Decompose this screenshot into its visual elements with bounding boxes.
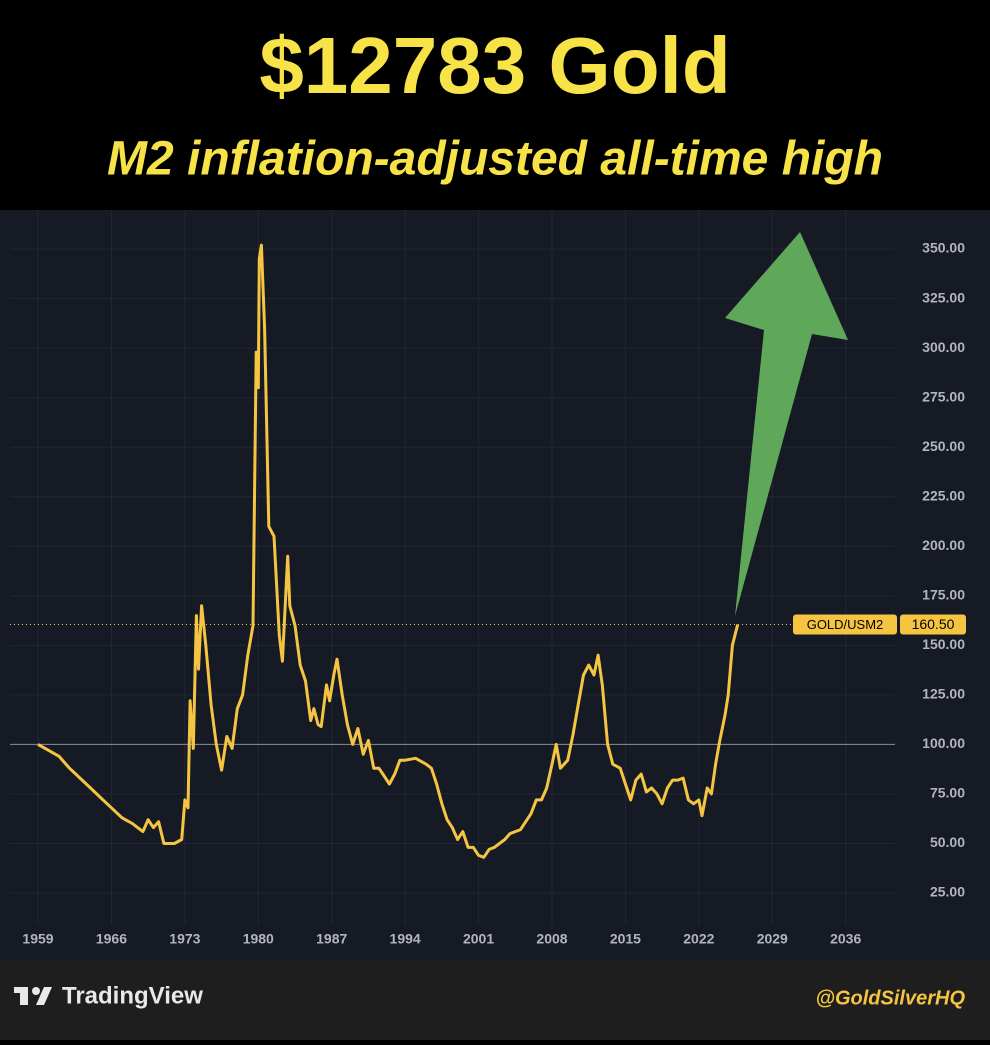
y-tick-label: 325.00 [922, 289, 965, 305]
y-tick-label: 200.00 [922, 537, 965, 553]
y-tick-label: 75.00 [930, 785, 965, 801]
series-tag: GOLD/USM2 [807, 617, 884, 632]
x-tick-label: 2036 [830, 931, 861, 947]
y-tick-label: 250.00 [922, 438, 965, 454]
y-tick-label: 150.00 [922, 636, 965, 652]
chart-subtitle: M2 inflation-adjusted all-time high [107, 133, 883, 186]
footer-bg [0, 960, 990, 1040]
series-tag-bg [793, 614, 897, 635]
x-tick-label: 2022 [683, 931, 714, 947]
plot: GOLD/USM2 160.50 [10, 243, 966, 859]
logo-dot [32, 987, 40, 995]
header-bg [0, 0, 990, 210]
grid: 25.00 50.00 75.00 100.00 125.00 150.00 175.00 2… [10, 210, 965, 947]
x-tick-label: 2008 [536, 931, 567, 947]
x-tick-label: 1994 [390, 931, 421, 947]
last-value-label: 160.50 [912, 616, 955, 632]
x-tick-label: 2001 [463, 931, 494, 947]
y-tick-label: 175.00 [922, 586, 965, 602]
brand: TradingView [62, 982, 203, 1009]
x-tick-label: 1966 [96, 931, 127, 947]
y-tick-label: 125.00 [922, 686, 965, 702]
y-tick-label: 350.00 [922, 240, 965, 256]
y-tick-label: 300.00 [922, 339, 965, 355]
y-tick-label: 100.00 [922, 735, 965, 751]
last-value-bg [900, 614, 966, 635]
y-tick-label: 225.00 [922, 487, 965, 503]
x-tick-label: 2029 [757, 931, 788, 947]
logo-stem [20, 987, 28, 1005]
x-tick-label: 1980 [243, 931, 274, 947]
series-line [37, 243, 740, 859]
logo-slash [36, 987, 52, 1005]
x-tick-label: 1987 [316, 931, 347, 947]
logo [14, 987, 52, 1005]
y-tick-label: 25.00 [930, 884, 965, 900]
y-tick-label: 50.00 [930, 834, 965, 850]
x-tick-label: 1973 [169, 931, 200, 947]
credit: @GoldSilverHQ [815, 987, 965, 1009]
arrow [725, 232, 848, 616]
x-tick-label: 1959 [22, 931, 53, 947]
x-tick-label: 2015 [610, 931, 641, 947]
y-tick-label: 275.00 [922, 388, 965, 404]
chart-title: $12783 Gold [259, 21, 730, 110]
